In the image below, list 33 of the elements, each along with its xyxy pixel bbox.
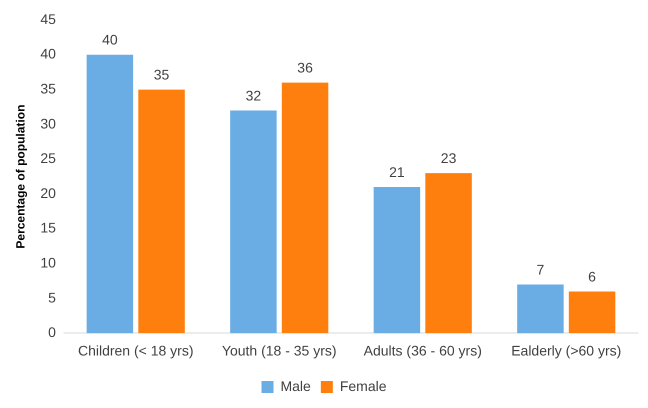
y-tick-label: 45 [40,10,56,27]
x-tick-label: Ealderly (>60 yrs) [511,342,622,358]
legend-label: Female [340,378,387,394]
data-label: 40 [102,32,118,48]
bar [230,110,277,334]
data-label: 21 [389,164,405,180]
x-tick-label: Children (< 18 yrs) [78,342,194,358]
legend-label: Male [280,378,312,394]
x-tick-label: Youth (18 - 35 yrs) [222,342,337,358]
bar [568,291,616,334]
bar [517,284,564,334]
data-label: 7 [536,261,545,278]
data-label: 23 [440,150,457,166]
y-tick-label: 30 [40,115,56,132]
y-tick-label: 0 [48,324,56,340]
x-tick-label: Adults (36 - 60 yrs) [364,342,482,358]
bar [374,187,420,334]
y-tick-label: 25 [40,150,56,166]
bar [86,54,134,334]
y-tick-label: 40 [40,46,56,62]
y-tick-label: 15 [40,220,56,236]
data-label: 6 [588,268,596,284]
bar [282,82,328,334]
data-label: 32 [246,87,262,104]
y-tick-label: 35 [40,80,56,96]
y-tick-label: 20 [40,184,56,201]
data-label: 35 [154,66,170,82]
bar [425,173,472,334]
y-axis-title: Percentage of population [14,104,28,249]
y-tick-label: 5 [48,289,56,306]
bar [138,90,185,334]
data-label: 36 [297,60,314,76]
y-tick-label: 10 [40,254,56,270]
